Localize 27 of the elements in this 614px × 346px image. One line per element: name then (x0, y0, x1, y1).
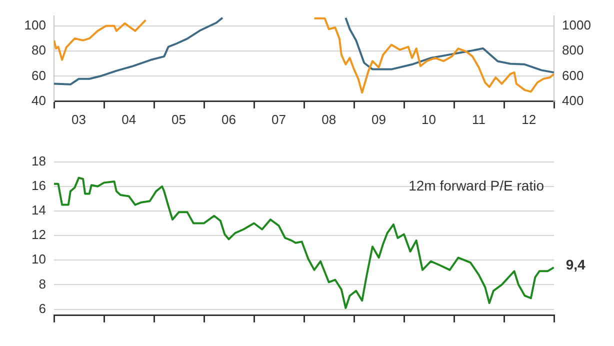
y2-tick-label: 800 (562, 42, 584, 58)
y-tick-label: 80 (32, 42, 46, 58)
x-tick-label: 08 (322, 112, 336, 127)
y-tick-label: 16 (32, 178, 46, 193)
x-tick-label: 05 (172, 112, 186, 127)
x-tick-label: 12 (522, 112, 536, 127)
y2-tick-label: 400 (562, 92, 584, 108)
x-tick-label: 09 (372, 112, 386, 127)
x-tick-label: 07 (272, 112, 286, 127)
y-tick-label: 14 (32, 202, 46, 218)
y-tick-label: 6 (38, 300, 46, 316)
x-tick-label: 11 (472, 112, 486, 127)
y-tick-label: 10 (32, 252, 46, 267)
y-tick-label: 40 (32, 92, 46, 108)
x-tick-label: 10 (422, 112, 436, 127)
y-tick-label: 12 (32, 227, 46, 242)
annotation: 12m forward P/E ratio (408, 178, 544, 194)
y2-tick-label: 1000 (562, 17, 591, 32)
y-tick-label: 60 (32, 68, 46, 83)
y-tick-label: 100 (24, 17, 46, 32)
y2-tick-label: 600 (562, 68, 584, 83)
y-tick-label: 8 (38, 276, 46, 292)
annotation: 9,4 (566, 256, 586, 272)
y-tick-label: 18 (32, 153, 46, 168)
x-tick-label: 03 (72, 112, 86, 127)
x-tick-label: 06 (222, 112, 236, 127)
x-tick-label: 04 (122, 112, 136, 127)
